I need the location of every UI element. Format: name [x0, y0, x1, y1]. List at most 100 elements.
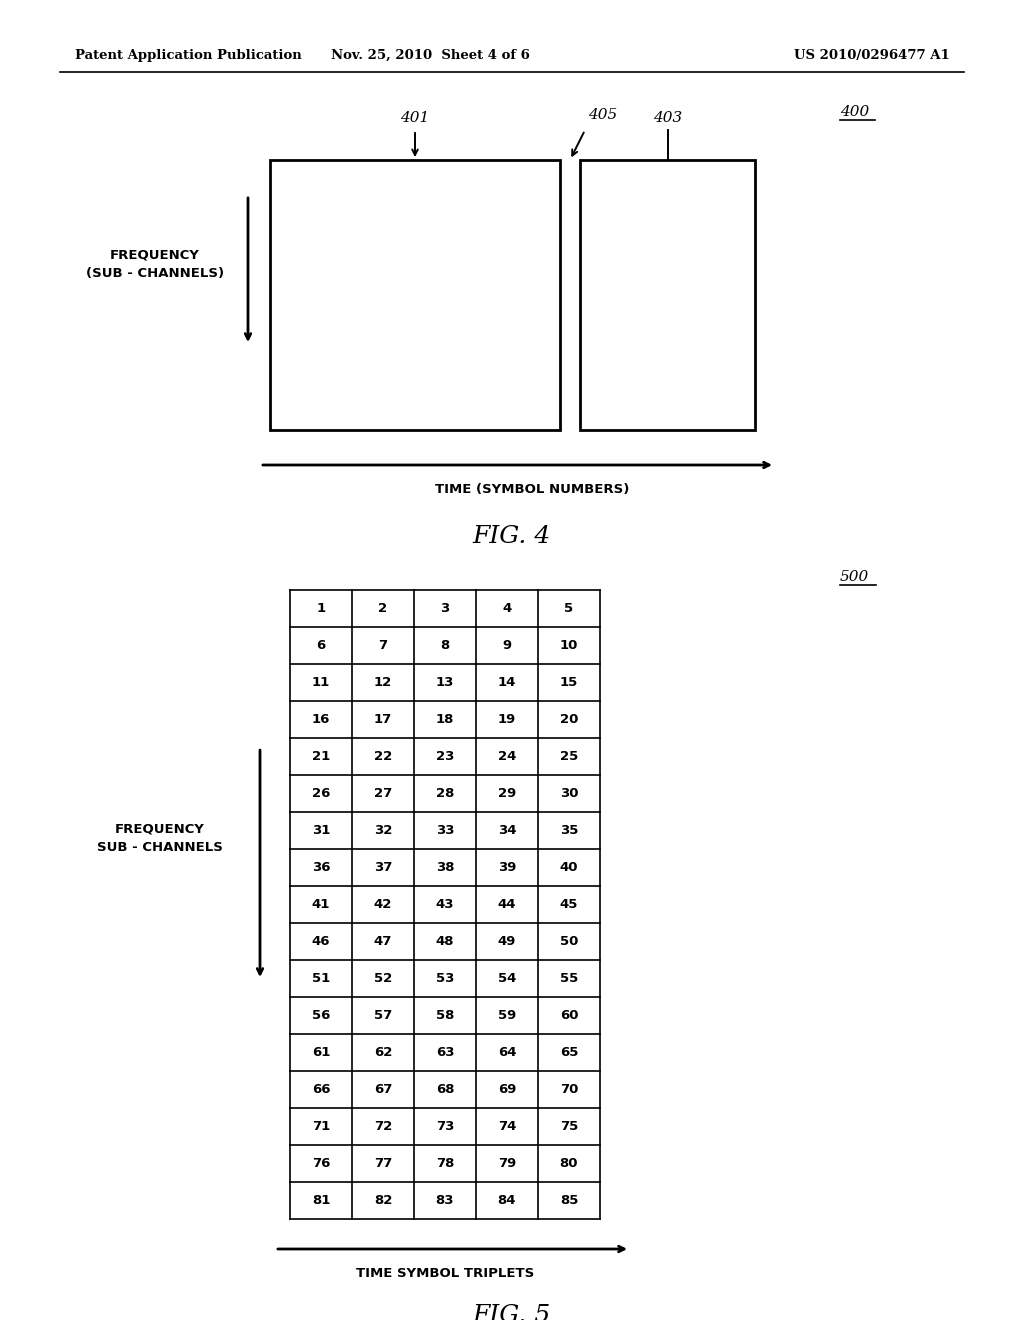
Text: 77: 77	[374, 1158, 392, 1170]
Text: TIME (SYMBOL NUMBERS): TIME (SYMBOL NUMBERS)	[435, 483, 630, 496]
Text: 80: 80	[560, 1158, 579, 1170]
Text: 47: 47	[374, 935, 392, 948]
Text: 3: 3	[440, 602, 450, 615]
Text: Patent Application Publication: Patent Application Publication	[75, 49, 302, 62]
Text: 58: 58	[436, 1008, 455, 1022]
Text: 48: 48	[436, 935, 455, 948]
Text: 7: 7	[379, 639, 387, 652]
Text: 33: 33	[436, 824, 455, 837]
Text: 10: 10	[560, 639, 579, 652]
Text: US 2010/0296477 A1: US 2010/0296477 A1	[795, 49, 950, 62]
Text: 68: 68	[436, 1082, 455, 1096]
Bar	[270, 160, 560, 430]
Text: 8: 8	[440, 639, 450, 652]
Text: 63: 63	[436, 1045, 455, 1059]
Text: 73: 73	[436, 1119, 455, 1133]
Text: 400: 400	[840, 106, 869, 119]
Text: 65: 65	[560, 1045, 579, 1059]
Text: 40: 40	[560, 861, 579, 874]
Text: 43: 43	[436, 898, 455, 911]
Text: 32: 32	[374, 824, 392, 837]
Text: FIG. 5: FIG. 5	[473, 1304, 551, 1320]
Text: 49: 49	[498, 935, 516, 948]
Text: 11: 11	[312, 676, 330, 689]
Text: 50: 50	[560, 935, 579, 948]
Text: 78: 78	[436, 1158, 455, 1170]
Text: 403: 403	[653, 111, 682, 125]
Text: 29: 29	[498, 787, 516, 800]
Text: 30: 30	[560, 787, 579, 800]
Text: Nov. 25, 2010  Sheet 4 of 6: Nov. 25, 2010 Sheet 4 of 6	[331, 49, 529, 62]
Text: 405: 405	[588, 108, 617, 121]
Text: 69: 69	[498, 1082, 516, 1096]
Text: 59: 59	[498, 1008, 516, 1022]
Text: 46: 46	[311, 935, 331, 948]
Text: 71: 71	[312, 1119, 330, 1133]
Text: 70: 70	[560, 1082, 579, 1096]
Text: FIG. 4: FIG. 4	[473, 525, 551, 548]
Text: 45: 45	[560, 898, 579, 911]
Text: 21: 21	[312, 750, 330, 763]
Text: 13: 13	[436, 676, 455, 689]
Text: 23: 23	[436, 750, 455, 763]
Text: 26: 26	[312, 787, 330, 800]
Text: 56: 56	[312, 1008, 330, 1022]
Text: 60: 60	[560, 1008, 579, 1022]
Text: FREQUENCY: FREQUENCY	[115, 822, 205, 836]
Text: 39: 39	[498, 861, 516, 874]
Text: 57: 57	[374, 1008, 392, 1022]
Text: 15: 15	[560, 676, 579, 689]
Text: 6: 6	[316, 639, 326, 652]
Text: 55: 55	[560, 972, 579, 985]
Text: 51: 51	[312, 972, 330, 985]
Text: 74: 74	[498, 1119, 516, 1133]
Text: 35: 35	[560, 824, 579, 837]
Text: 85: 85	[560, 1195, 579, 1206]
Text: 61: 61	[312, 1045, 330, 1059]
Text: 19: 19	[498, 713, 516, 726]
Text: 36: 36	[311, 861, 331, 874]
Text: 16: 16	[312, 713, 330, 726]
Text: 4: 4	[503, 602, 512, 615]
Text: 66: 66	[311, 1082, 331, 1096]
Text: 52: 52	[374, 972, 392, 985]
Text: 83: 83	[436, 1195, 455, 1206]
Text: 22: 22	[374, 750, 392, 763]
Text: SUB - CHANNELS: SUB - CHANNELS	[97, 841, 223, 854]
Text: 2: 2	[379, 602, 387, 615]
Text: FREQUENCY: FREQUENCY	[110, 248, 200, 261]
Text: 62: 62	[374, 1045, 392, 1059]
Text: 41: 41	[312, 898, 330, 911]
Text: TIME SYMBOL TRIPLETS: TIME SYMBOL TRIPLETS	[356, 1267, 535, 1280]
Text: 401: 401	[400, 111, 430, 125]
Text: 54: 54	[498, 972, 516, 985]
Text: 12: 12	[374, 676, 392, 689]
Text: 5: 5	[564, 602, 573, 615]
Text: 76: 76	[312, 1158, 330, 1170]
Text: 79: 79	[498, 1158, 516, 1170]
Text: 81: 81	[312, 1195, 330, 1206]
Text: 17: 17	[374, 713, 392, 726]
Text: 64: 64	[498, 1045, 516, 1059]
Text: 25: 25	[560, 750, 579, 763]
Text: 28: 28	[436, 787, 455, 800]
Text: 82: 82	[374, 1195, 392, 1206]
Text: 24: 24	[498, 750, 516, 763]
Text: 34: 34	[498, 824, 516, 837]
Text: 18: 18	[436, 713, 455, 726]
Text: 500: 500	[840, 570, 869, 583]
Text: 27: 27	[374, 787, 392, 800]
Text: 72: 72	[374, 1119, 392, 1133]
Text: 1: 1	[316, 602, 326, 615]
Text: 44: 44	[498, 898, 516, 911]
Text: 53: 53	[436, 972, 455, 985]
Text: 37: 37	[374, 861, 392, 874]
Text: (SUB - CHANNELS): (SUB - CHANNELS)	[86, 267, 224, 280]
Bar	[580, 160, 755, 430]
Text: 67: 67	[374, 1082, 392, 1096]
Text: 75: 75	[560, 1119, 579, 1133]
Text: 38: 38	[436, 861, 455, 874]
Text: 9: 9	[503, 639, 512, 652]
Text: 84: 84	[498, 1195, 516, 1206]
Text: 14: 14	[498, 676, 516, 689]
